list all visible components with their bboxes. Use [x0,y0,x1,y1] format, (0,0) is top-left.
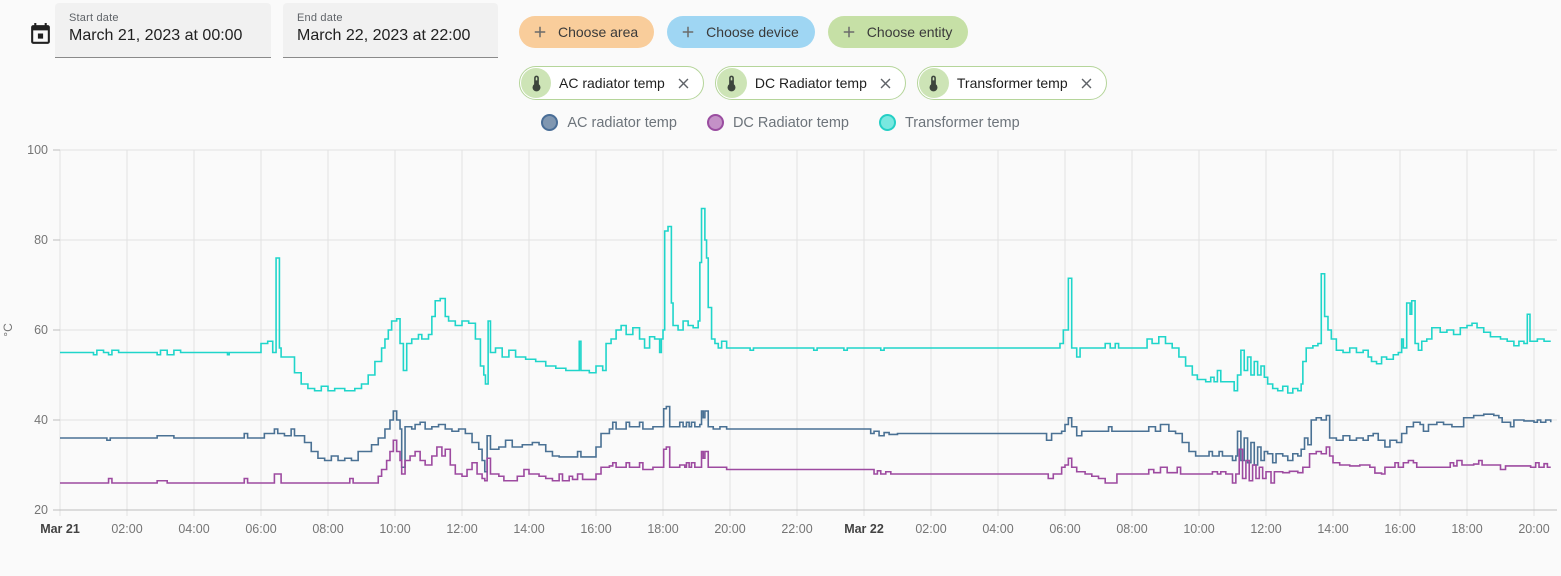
legend-item-ac-radiator-temp[interactable]: AC radiator temp [541,114,677,131]
x-tick-label: 04:00 [178,522,209,536]
x-tick-label: 14:00 [513,522,544,536]
legend-marker [878,114,896,131]
history-chart[interactable]: Mar 21 02:00 04:00 06:00 08:00 10:00 12:00 14:0… [0,140,1561,576]
x-tick-label: 08:00 [312,522,343,536]
x-tick-label: 20:00 [1518,522,1549,536]
remove-entity-icon[interactable] [1078,74,1096,92]
calendar-icon [28,22,53,47]
x-tick-label: 06:00 [245,522,276,536]
picker-chip-row: Choose area Choose device Choose entity [519,16,969,48]
x-tick-label: 08:00 [1116,522,1147,536]
entity-chip-row: AC radiator temp DC Radiator temp Transfor… [519,66,1107,100]
x-tick-label: 14:00 [1317,522,1348,536]
plus-icon [531,23,549,41]
legend-marker [706,114,724,131]
y-tick-label: 20 [34,503,48,517]
x-tick-label: 12:00 [446,522,477,536]
picker-chip-choose-entity[interactable]: Choose entity [827,16,969,48]
remove-entity-icon[interactable] [675,74,693,92]
start-date-field[interactable]: Start date March 21, 2023 at 00:00 [55,3,271,58]
y-tick-label: 100 [27,143,48,157]
x-tick-label: 20:00 [714,522,745,536]
x-tick-label: 02:00 [915,522,946,536]
end-date-label: End date [297,12,343,24]
x-tick-label: 10:00 [1183,522,1214,536]
entity-chip-dc-radiator-temp[interactable]: DC Radiator temp [714,66,906,100]
picker-chip-label: Choose entity [866,24,953,40]
x-tick-label: 22:00 [781,522,812,536]
legend-label: AC radiator temp [567,114,677,131]
thermometer-icon [918,68,949,98]
legend-label: DC Radiator temp [732,114,849,131]
x-tick-label: 16:00 [1384,522,1415,536]
picker-chip-choose-device[interactable]: Choose device [667,16,815,48]
x-tick-label: 02:00 [111,522,142,536]
entity-chip-transformer-temp[interactable]: Transformer temp [916,66,1107,100]
picker-chip-label: Choose device [706,24,799,40]
entity-chip-label: Transformer temp [956,75,1068,91]
y-tick-label: 40 [34,413,48,427]
y-tick-label: 60 [34,323,48,337]
remove-entity-icon[interactable] [877,74,895,92]
end-date-value: March 22, 2023 at 22:00 [297,27,471,44]
legend-item-transformer-temp[interactable]: Transformer temp [878,114,1020,131]
legend-marker [541,114,559,131]
x-tick-label: 16:00 [580,522,611,536]
start-date-label: Start date [69,12,119,24]
start-date-value: March 21, 2023 at 00:00 [69,27,243,44]
entity-chip-label: AC radiator temp [559,75,665,91]
x-tick-label: 10:00 [379,522,410,536]
series-line-ac-radiator-temp [60,405,1552,473]
x-tick-label: 06:00 [1049,522,1080,536]
entity-chip-ac-radiator-temp[interactable]: AC radiator temp [519,66,704,100]
series-line-transformer-temp [60,207,1551,394]
x-tick-label: 04:00 [982,522,1013,536]
y-tick-label: 80 [34,233,48,247]
plus-icon [840,23,858,41]
calendar-icon-button[interactable] [22,16,58,52]
chart-canvas[interactable]: Mar 21 02:00 04:00 06:00 08:00 10:00 12:00 14:0… [0,140,1561,576]
chart-gridlines [53,149,1557,516]
plus-icon [679,23,697,41]
end-date-field[interactable]: End date March 22, 2023 at 22:00 [283,3,498,58]
legend-item-dc-radiator-temp[interactable]: DC Radiator temp [706,114,849,131]
picker-chip-choose-area[interactable]: Choose area [519,16,655,48]
entity-chip-label: DC Radiator temp [754,75,867,91]
thermometer-icon [521,68,551,98]
x-tick-label: Mar 22 [844,522,884,536]
chart-axis-labels: Mar 21 02:00 04:00 06:00 08:00 10:00 12:00 14:0… [1,143,1550,536]
chart-legend: AC radiator temp DC Radiator temp Transfor… [0,114,1561,131]
y-axis-unit: °C [1,323,15,337]
x-tick-label: 12:00 [1250,522,1281,536]
series-line-dc-radiator-temp [60,439,1551,484]
x-tick-label: 18:00 [647,522,678,536]
legend-label: Transformer temp [904,114,1020,131]
picker-chip-label: Choose area [558,24,639,40]
x-tick-label: Mar 21 [40,522,80,536]
x-tick-label: 18:00 [1451,522,1482,536]
thermometer-icon [716,68,747,98]
